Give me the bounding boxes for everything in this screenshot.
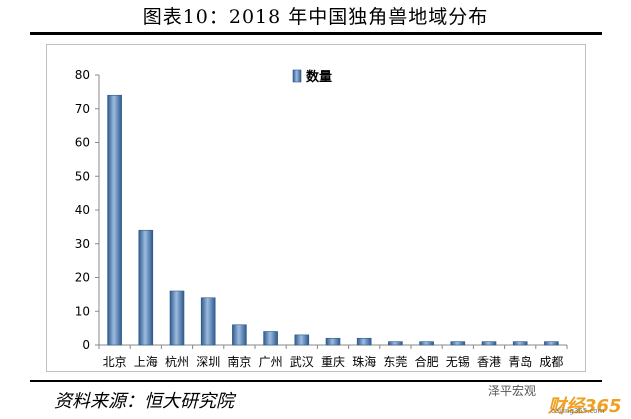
x-tick-label: 香港 [477,355,501,369]
bar-北京 [107,94,122,346]
y-tick-label: 50 [75,169,90,183]
legend-swatch [292,69,302,83]
y-tick-label: 20 [75,271,90,285]
x-tick-label: 珠海 [352,354,376,369]
x-tick-label: 深圳 [196,355,220,369]
bar-香港 [481,341,497,346]
x-tick-label: 杭州 [165,354,189,369]
y-tick-label: 10 [75,304,90,318]
x-tick-label: 南京 [227,354,251,369]
source-note: 资料来源：恒大研究院 [54,391,234,412]
y-tick-label: 80 [75,68,90,82]
bar-chart: 0 10 20 30 40 50 60 70 80 北京 上海 杭州 深圳 南京 广州 武汉 重庆 珠海 东莞 合肥无… [75,68,568,369]
x-tick-label: 重庆 [321,355,345,369]
bar-东莞 [388,341,403,346]
x-tick-label: 北京 [103,355,127,369]
y-tick-label: 0 [82,338,90,352]
source-rule [30,380,602,382]
brand-watermark: 财经365 [548,396,622,417]
y-tick-label: 40 [75,203,90,217]
url-watermark: caijing365.com [551,407,605,415]
x-tick-label: 青岛 [508,354,532,369]
title-rule [30,32,602,35]
bar-重庆 [325,337,341,346]
bar-珠海 [356,337,372,346]
wechat-watermark: 泽平宏观 [488,384,537,398]
x-tick-label: 成都 [539,355,563,369]
bar-无锡 [450,341,466,346]
bar-杭州 [169,290,185,346]
bar-武汉 [294,334,310,346]
x-tick-label: 无锡 [446,354,470,369]
bar-上海 [138,229,154,346]
chart-title: 图表10：2018 年中国独角兽地域分布 [142,6,489,28]
bar-广州 [263,331,278,346]
bar-深圳 [200,297,216,346]
x-tick-label: 合肥 [415,354,439,369]
y-tick-label: 60 [75,136,90,150]
x-tick-label: 武汉 [290,355,314,369]
x-tick-label: 东莞 [383,355,407,369]
y-tick-label: 70 [75,102,90,116]
legend-label: 数量 [306,69,332,85]
bar-青岛 [512,341,528,346]
x-tick-label: 广州 [259,355,283,369]
x-tick-label: 上海 [134,354,158,369]
y-tick-label: 30 [75,237,90,251]
bar-南京 [232,324,247,346]
bar-合肥 [419,341,434,346]
bar-成都 [544,341,559,346]
chart-frame [46,44,586,372]
